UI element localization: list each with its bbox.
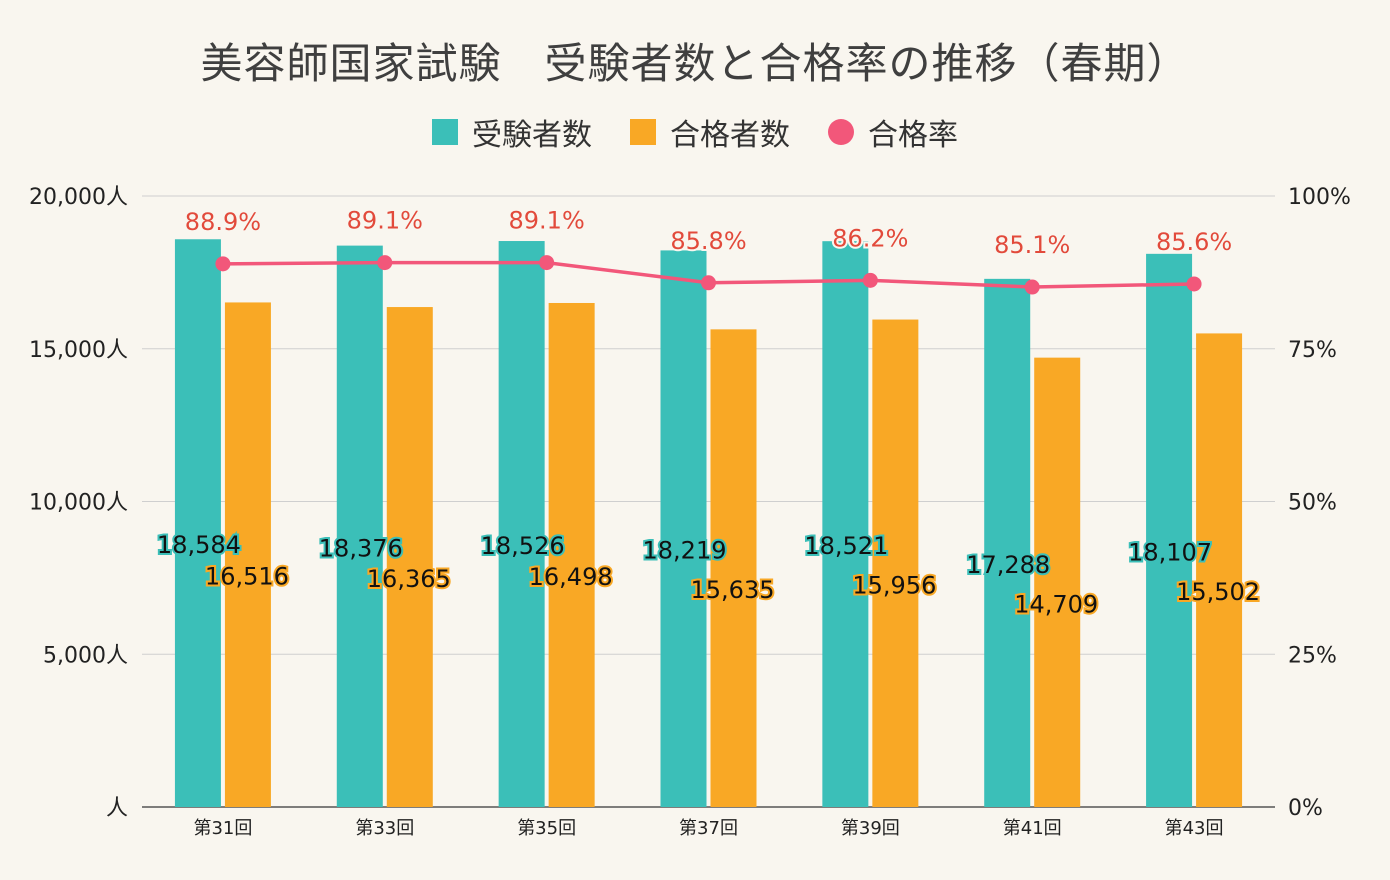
legend-label-passers: 合格者数 (670, 118, 790, 153)
x-tick-label: 第37回 (679, 818, 738, 839)
data-label-examinees: 18,526 (481, 532, 565, 560)
data-label-pass-rate: 85.1% (994, 231, 1070, 259)
legend-swatch-examinees (432, 119, 458, 145)
data-label-examinees: 18,219 (643, 537, 727, 565)
bar-passers (224, 302, 271, 807)
y-right-tick-label: 100% (1288, 185, 1351, 210)
legend-label-pass-rate: 合格率 (868, 118, 958, 153)
bar-examinees (336, 245, 383, 807)
legend: 受験者数 合格者数 合格率 (0, 110, 1390, 154)
point-pass-rate (701, 275, 716, 291)
data-label-pass-rate: 85.8% (670, 227, 746, 255)
point-pass-rate (215, 256, 231, 272)
x-tick-label: 第31回 (193, 818, 252, 839)
data-label-examinees: 18,521 (804, 532, 888, 560)
point-pass-rate (377, 255, 393, 271)
y-left-tick-label: 人 (106, 796, 128, 821)
data-label-examinees: 18,376 (319, 534, 403, 562)
point-pass-rate (539, 255, 555, 271)
y-left-tick-label: 5,000人 (43, 643, 128, 668)
y-right-tick-label: 25% (1288, 643, 1337, 668)
bar-passers (872, 319, 919, 807)
bar-examinees (174, 239, 221, 808)
data-label-pass-rate: 88.9% (185, 208, 261, 236)
bar-passers (710, 329, 757, 807)
bar-examinees (498, 241, 545, 807)
data-label-passers: 15,956 (852, 571, 936, 599)
bar-examinees (660, 250, 707, 807)
legend-swatch-pass-rate (828, 119, 854, 145)
data-label-pass-rate: 89.1% (509, 207, 585, 235)
x-tick-label: 第41回 (1003, 818, 1062, 839)
bar-examinees (822, 241, 869, 807)
data-label-passers: 16,498 (529, 563, 613, 591)
point-pass-rate (862, 272, 878, 288)
data-label-examinees: 18,584 (157, 531, 241, 559)
legend-item-examinees: 受験者数 (432, 110, 592, 154)
x-tick-label: 第43回 (1165, 818, 1224, 839)
data-label-examinees: 17,288 (966, 551, 1050, 579)
bar-passers (548, 302, 595, 807)
legend-swatch-passers (630, 119, 656, 145)
legend-label-examinees: 受験者数 (472, 118, 592, 153)
x-tick-label: 第39回 (841, 818, 900, 839)
y-left-tick-label: 15,000人 (29, 338, 128, 363)
y-left-tick-label: 10,000人 (29, 491, 128, 516)
point-pass-rate (1186, 276, 1202, 292)
bar-passers (386, 307, 433, 807)
point-pass-rate (1024, 279, 1040, 295)
y-right-tick-label: 50% (1288, 491, 1337, 516)
legend-item-passers: 合格者数 (630, 110, 790, 154)
x-tick-label: 第33回 (355, 818, 414, 839)
bar-passers (1034, 357, 1081, 807)
data-label-pass-rate: 89.1% (347, 207, 423, 235)
data-label-passers: 16,516 (205, 563, 289, 591)
y-right-tick-label: 0% (1288, 796, 1323, 821)
bar-examinees (984, 278, 1031, 808)
bar-examinees (1146, 253, 1193, 807)
y-right-tick-label: 75% (1288, 338, 1337, 363)
bar-passers (1196, 333, 1243, 807)
data-label-passers: 15,502 (1176, 578, 1260, 606)
chart-title: 美容師国家試験 受験者数と合格率の推移（春期） (200, 39, 1190, 88)
y-left-tick-label: 20,000人 (29, 185, 128, 210)
data-label-pass-rate: 86.2% (832, 224, 908, 252)
legend-item-pass-rate: 合格率 (828, 110, 958, 154)
x-tick-label: 第35回 (517, 818, 576, 839)
data-label-pass-rate: 85.6% (1156, 228, 1232, 256)
data-label-passers: 16,365 (367, 565, 451, 593)
data-label-examinees: 18,107 (1128, 538, 1212, 566)
data-label-passers: 15,635 (691, 576, 775, 604)
data-label-passers: 14,709 (1014, 590, 1098, 618)
